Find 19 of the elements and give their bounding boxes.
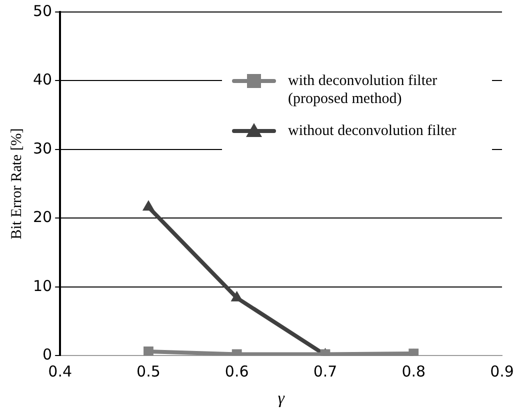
point [144, 346, 154, 356]
x-tick-label: 0.7 [313, 362, 338, 380]
y-tick-label: 50 [32, 2, 52, 20]
x-tick-label: 0.9 [490, 362, 514, 380]
x-tick-label: 0.4 [48, 362, 72, 380]
y-tick-label: 30 [32, 139, 52, 158]
x-tick-label: 0.8 [402, 362, 426, 380]
y-tick-label: 10 [32, 276, 52, 295]
y-tick-label: 0 [42, 345, 52, 364]
legend-label: without deconvolution filter [288, 122, 456, 139]
x-tick-label: 0.6 [224, 362, 249, 380]
point [230, 290, 243, 302]
y-tick-label: 20 [32, 208, 52, 226]
y-tick-label: 40 [32, 70, 52, 89]
point [142, 200, 155, 211]
legend-label: with deconvolution filter (proposed method) [288, 72, 438, 107]
x-tick-label: 0.5 [136, 362, 160, 380]
y-axis-title: Bit Error Rate [%] [8, 128, 25, 240]
x-axis-title: γ [278, 388, 286, 408]
